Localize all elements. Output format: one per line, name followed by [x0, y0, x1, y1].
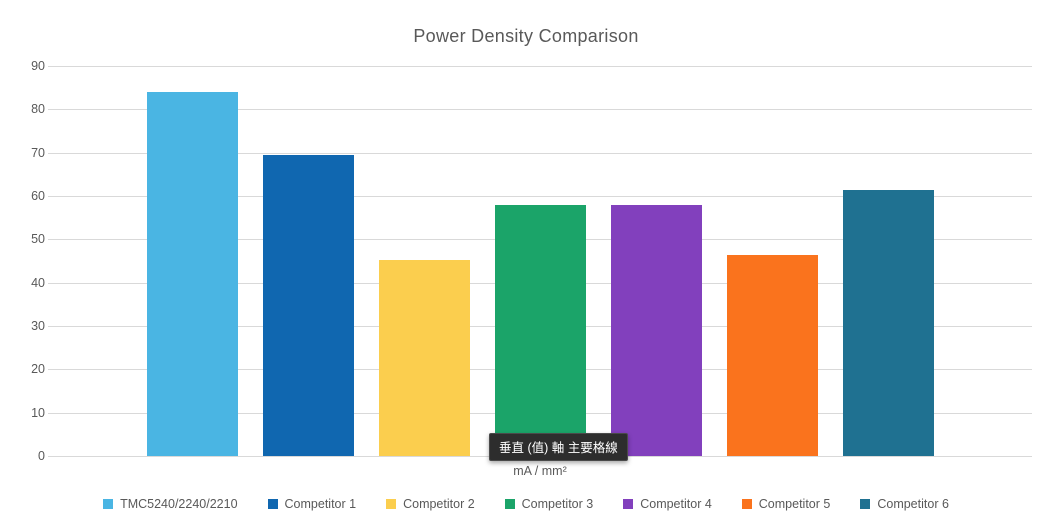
legend-label: Competitor 3	[521, 497, 594, 511]
y-major-gridline[interactable]	[48, 66, 1032, 67]
bar-competitor-2[interactable]	[378, 259, 470, 456]
legend-label: TMC5240/2240/2210	[120, 497, 238, 511]
legend-swatch-icon	[267, 499, 278, 509]
y-tick-label[interactable]: 40	[31, 275, 45, 290]
y-tick-label[interactable]: 60	[31, 189, 45, 203]
x-axis-label[interactable]: mA / mm²	[513, 464, 567, 478]
y-tick-label[interactable]: 10	[31, 405, 45, 420]
legend: TMC5240/2240/2210 Competitor 1 Competitor …	[0, 497, 1052, 511]
legend-item-competitor-6[interactable]: Competitor 6	[860, 497, 949, 511]
y-tick-label[interactable]: 0	[38, 449, 45, 463]
legend-swatch-icon	[504, 499, 515, 509]
y-major-gridline[interactable]	[48, 109, 1032, 111]
y-tick-label[interactable]: 50	[31, 232, 45, 247]
legend-item-competitor-1[interactable]: Competitor 1	[267, 497, 357, 511]
legend-item-competitor-5[interactable]: Competitor 5	[741, 497, 831, 511]
bar-competitor-5[interactable]	[726, 254, 818, 456]
chart-title[interactable]: Power Density Comparison	[413, 26, 639, 46]
bar-tmc5240-2240-2210[interactable]	[146, 92, 238, 456]
gridline-tooltip: 垂直 (值) 軸 主要格線	[489, 433, 628, 461]
y-tick-label[interactable]: 30	[31, 319, 45, 333]
y-tick-label[interactable]: 20	[31, 362, 45, 377]
legend-swatch-icon	[623, 499, 634, 509]
legend-label: Competitor 4	[640, 497, 712, 511]
bar-competitor-6[interactable]	[842, 189, 934, 456]
y-major-gridline[interactable]	[48, 152, 1032, 154]
legend-label: Competitor 5	[758, 497, 831, 511]
y-tick-label[interactable]: 70	[31, 145, 45, 160]
y-major-gridline[interactable]	[48, 196, 1032, 197]
legend-item-competitor-4[interactable]: Competitor 4	[623, 497, 712, 511]
legend-swatch-icon	[860, 499, 871, 509]
y-tick-label[interactable]: 80	[31, 102, 45, 117]
legend-item-competitor-2[interactable]: Competitor 2	[386, 497, 475, 511]
bar-competitor-1[interactable]	[262, 154, 354, 456]
y-tick-label[interactable]: 90	[31, 59, 45, 73]
legend-swatch-icon	[386, 499, 397, 509]
legend-label: Competitor 2	[403, 497, 475, 511]
legend-swatch-icon	[103, 499, 114, 509]
bar-competitor-3[interactable]	[494, 204, 586, 456]
legend-label: Competitor 6	[877, 497, 949, 511]
legend-swatch-icon	[741, 499, 752, 509]
bar-competitor-4[interactable]	[610, 204, 702, 456]
legend-item-tmc5240-2240-2210[interactable]: TMC5240/2240/2210	[103, 497, 238, 511]
legend-label: Competitor 1	[284, 497, 357, 511]
legend-item-competitor-3[interactable]: Competitor 3	[504, 497, 594, 511]
